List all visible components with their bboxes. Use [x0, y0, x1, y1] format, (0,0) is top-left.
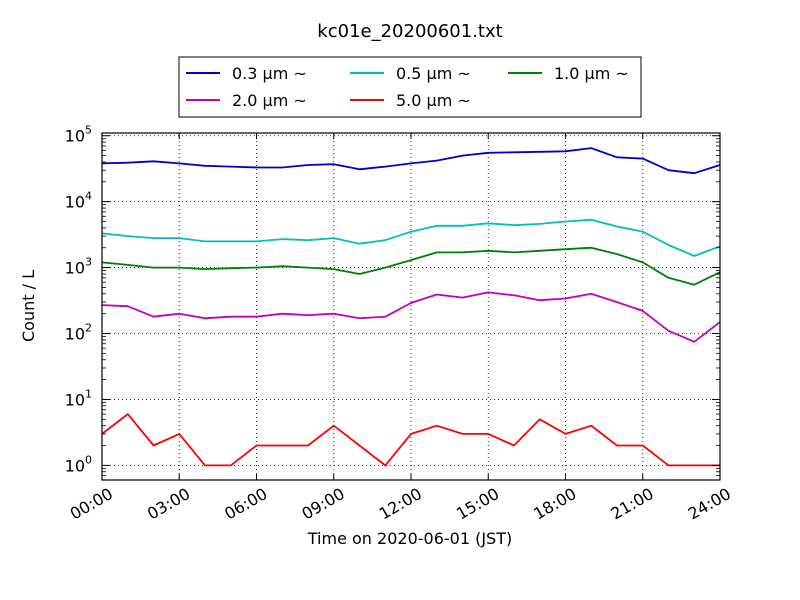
x-tick-label: 24:00	[685, 484, 734, 524]
legend-label-1: 0.5 µm ~	[396, 64, 471, 83]
y-tick-label: 104	[65, 190, 92, 212]
series-line-3	[101, 291, 721, 343]
y-tick-label: 100	[65, 453, 92, 475]
series-line-0	[101, 147, 721, 175]
y-tick-label: 102	[65, 322, 92, 344]
legend: 0.3 µm ~ 0.5 µm ~ 1.0 µm ~ 2.0 µm ~ 5.0 µm ~	[178, 56, 642, 118]
x-tick-label: 21:00	[607, 484, 656, 524]
y-tick-label: 103	[65, 256, 92, 278]
series-line-2	[101, 246, 721, 286]
y-axis-label: Count / L	[19, 270, 38, 342]
x-tick-label: 12:00	[376, 484, 425, 524]
series-line-1	[101, 218, 721, 257]
legend-label-4: 5.0 µm ~	[396, 91, 471, 110]
y-tick-label: 101	[65, 387, 92, 409]
legend-box	[178, 56, 642, 118]
y-tick-label: 105	[65, 124, 92, 146]
legend-label-0: 0.3 µm ~	[232, 64, 307, 83]
chart-title: kc01e_20200601.txt	[317, 21, 502, 42]
legend-label-2: 1.0 µm ~	[554, 64, 629, 83]
legend-label-3: 2.0 µm ~	[232, 91, 307, 110]
x-tick-label: 18:00	[530, 484, 579, 524]
x-tick-label: 03:00	[144, 484, 193, 524]
x-tick-label: 06:00	[221, 484, 270, 524]
series-line-4	[101, 413, 720, 467]
x-tick-label: 00:00	[67, 484, 116, 524]
x-tick-label: 09:00	[298, 484, 347, 524]
series-layer	[101, 147, 721, 467]
x-tick-label: 15:00	[453, 484, 502, 524]
axes: 00:00 03:00 06:00 09:00 12:00 15:00 18:00 21:00…	[65, 124, 734, 524]
x-axis-label: Time on 2020-06-01 (JST)	[307, 529, 512, 548]
